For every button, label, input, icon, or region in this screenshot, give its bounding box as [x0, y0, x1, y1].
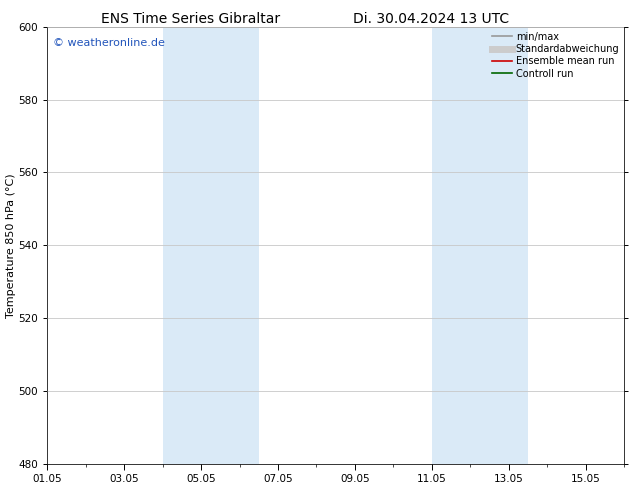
Text: Di. 30.04.2024 13 UTC: Di. 30.04.2024 13 UTC	[353, 12, 509, 26]
Y-axis label: Temperature 850 hPa (°C): Temperature 850 hPa (°C)	[6, 173, 16, 318]
Bar	[162, 27, 259, 464]
Bar	[432, 27, 528, 464]
Legend: min/max, Standardabweichung, Ensemble mean run, Controll run: min/max, Standardabweichung, Ensemble me…	[491, 29, 621, 81]
Text: © weatheronline.de: © weatheronline.de	[53, 38, 165, 48]
Text: ENS Time Series Gibraltar: ENS Time Series Gibraltar	[101, 12, 280, 26]
